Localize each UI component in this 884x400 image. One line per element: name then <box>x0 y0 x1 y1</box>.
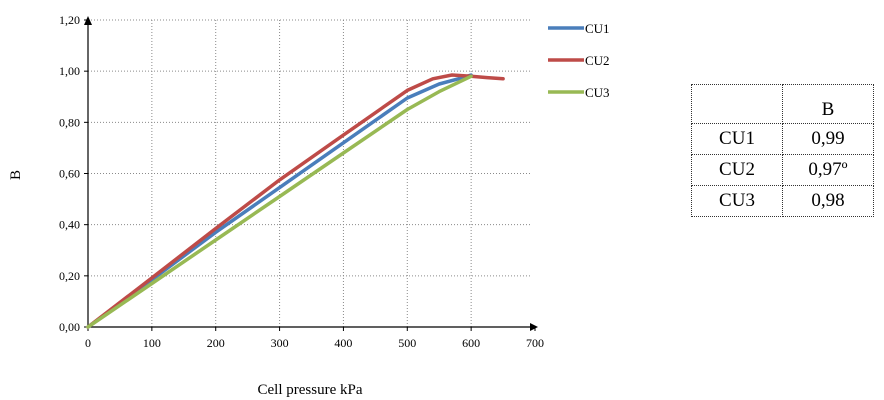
table-cell-name: CU3 <box>691 185 783 217</box>
table-cell-name: CU1 <box>691 123 783 155</box>
b-value-table: B CU1 0,99 CU2 0,97º CU3 0,98 <box>691 84 874 217</box>
x-tick-label: 300 <box>271 336 289 350</box>
y-tick-label: 0,80 <box>59 115 80 129</box>
table-header-row: B <box>691 84 874 124</box>
x-tick-labels: 0 100 200 300 400 500 600 700 <box>85 327 544 350</box>
y-tick-label: 0,60 <box>59 167 80 181</box>
table-row: CU3 0,98 <box>691 185 874 217</box>
x-tick-label: 600 <box>462 336 480 350</box>
x-tick-label: 700 <box>526 336 544 350</box>
series-line-cu2 <box>86 73 505 329</box>
table-cell-value: 0,99 <box>782 123 874 155</box>
table-cell-value: 0,97º <box>782 154 874 186</box>
series-line-cu1 <box>86 73 473 329</box>
y-tick-label: 0,00 <box>59 320 80 334</box>
table-cell-value: 0,98 <box>782 185 874 217</box>
x-tick-label: 100 <box>143 336 161 350</box>
table-header-cell: B <box>782 84 874 124</box>
legend-label: CU3 <box>585 85 610 100</box>
y-tick-label: 1,00 <box>59 64 80 78</box>
grid <box>88 19 530 327</box>
series-lines <box>86 73 505 329</box>
table-cell-name: CU2 <box>691 154 783 186</box>
table-row: CU2 0,97º <box>691 154 874 186</box>
x-tick-label: 500 <box>398 336 416 350</box>
legend-label: CU2 <box>585 53 610 68</box>
x-tick-label: 0 <box>85 336 91 350</box>
x-axis-label: Cell pressure kPa <box>258 382 363 398</box>
x-axis-arrow <box>530 323 538 331</box>
x-tick-label: 400 <box>334 336 352 350</box>
x-tick-label: 200 <box>207 336 225 350</box>
legend-label: CU1 <box>585 21 610 36</box>
legend: CU1 CU2 CU3 <box>548 21 610 100</box>
y-tick-labels: 0,00 0,20 0,40 0,60 0,80 1,00 1,20 <box>59 13 88 334</box>
table-row: CU1 0,99 <box>691 123 874 155</box>
y-axis-label: B <box>8 170 24 180</box>
y-tick-label: 0,40 <box>59 218 80 232</box>
series-line-cu3 <box>86 74 473 329</box>
table-header-cell <box>691 84 783 124</box>
y-tick-label: 0,20 <box>59 269 80 283</box>
y-tick-label: 1,20 <box>59 13 80 27</box>
